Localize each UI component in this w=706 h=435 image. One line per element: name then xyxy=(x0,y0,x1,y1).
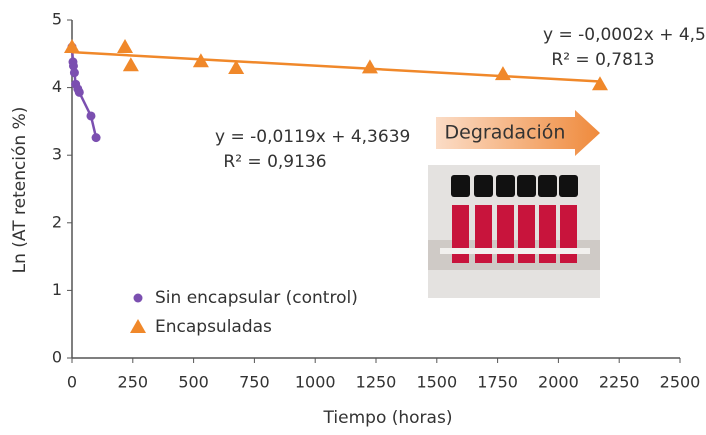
y-tick-label: 3 xyxy=(52,145,62,164)
fit-r2: R² = 0,7813 xyxy=(551,50,654,70)
annotation: Degradación xyxy=(445,122,566,144)
x-tick-label: 750 xyxy=(239,373,270,392)
data-point xyxy=(362,59,378,73)
x-tick-label: 1500 xyxy=(416,373,457,392)
y-tick-label: 4 xyxy=(52,77,62,96)
legend-label: Sin encapsular (control) xyxy=(155,288,358,308)
photo-inset xyxy=(428,165,600,298)
chart: Degradación Tiempo (horas) Ln (AT retenc… xyxy=(0,0,706,431)
data-point xyxy=(70,68,79,77)
y-tick-label: 5 xyxy=(52,10,62,29)
data-point xyxy=(64,39,80,53)
x-tick-label: 2250 xyxy=(599,373,640,392)
x-tick-label: 1250 xyxy=(356,373,397,392)
x-tick-label: 2500 xyxy=(660,373,701,392)
fit-equation: y = -0,0119x + 4,3639 xyxy=(215,127,410,147)
data-point xyxy=(592,76,608,90)
fit-r2: R² = 0,9136 xyxy=(223,152,326,172)
data-point xyxy=(495,66,511,80)
legend-label: Encapsuladas xyxy=(155,317,272,337)
trend-line xyxy=(72,52,600,81)
data-point xyxy=(123,57,139,71)
legend-marker xyxy=(130,319,146,333)
data-point xyxy=(92,133,101,142)
y-tick-label: 1 xyxy=(52,280,62,299)
y-axis-title: Ln (AT retención %) xyxy=(10,107,30,274)
x-tick-label: 1750 xyxy=(477,373,518,392)
x-tick-label: 0 xyxy=(67,373,77,392)
fit-equation: y = -0,0002x + 4,5241 xyxy=(543,25,706,45)
y-tick-label: 0 xyxy=(52,348,62,367)
x-tick-label: 250 xyxy=(118,373,149,392)
data-point xyxy=(117,39,133,53)
x-axis-title: Tiempo (horas) xyxy=(323,408,453,428)
data-point xyxy=(75,88,84,97)
x-tick-label: 500 xyxy=(178,373,209,392)
x-tick-label: 1000 xyxy=(295,373,336,392)
data-point xyxy=(86,111,95,120)
y-tick-label: 2 xyxy=(52,212,62,231)
legend-marker xyxy=(134,294,143,303)
x-tick-label: 2000 xyxy=(538,373,579,392)
